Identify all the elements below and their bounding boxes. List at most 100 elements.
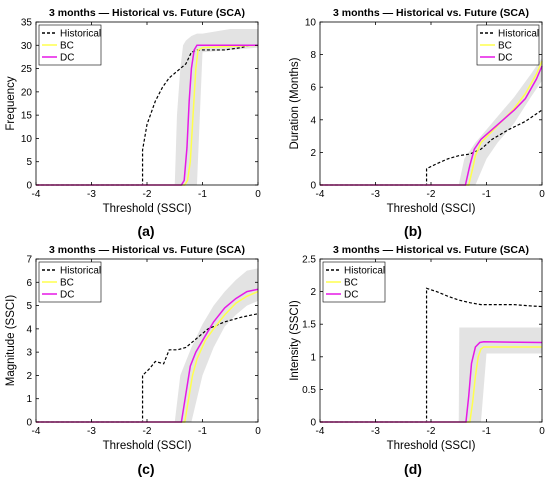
y-tick-label: 0 [310, 418, 316, 429]
x-tick-label: -4 [32, 189, 41, 200]
chart-title: 3 months — Historical vs. Future (SCA) [49, 244, 245, 256]
y-tick-label: 2 [310, 287, 316, 298]
x-tick-label: -1 [198, 189, 207, 200]
legend-label-historical: Historical [344, 266, 385, 277]
y-tick-label: 1 [310, 352, 316, 363]
uncertainty-band [174, 28, 258, 185]
panel-b: -4 -3 -2 -1 0 0 2 4 6 8 10 3 months — Historical vs… [289, 7, 545, 215]
x-tick-label: -4 [316, 189, 325, 200]
x-axis-label: Threshold (SSCI) [387, 203, 476, 215]
x-tick-label: -2 [143, 426, 152, 437]
panel-label-a: (a) [137, 223, 154, 239]
y-tick-label: 8 [310, 50, 316, 61]
series-line-dc [320, 65, 543, 186]
panel-label-b: (b) [404, 223, 422, 239]
series-line-historical [36, 313, 259, 423]
series-line-bc [320, 60, 543, 186]
y-tick-label: 30 [21, 41, 33, 52]
x-tick-label: 0 [255, 426, 261, 437]
chart-title: 3 months — Historical vs. Future (SCA) [333, 244, 529, 256]
y-tick-label: 5 [26, 157, 32, 168]
chart-title: 3 months — Historical vs. Future (SCA) [49, 7, 245, 19]
panel-label-d: (d) [404, 461, 422, 477]
series-line-dc [36, 288, 259, 423]
y-tick-label: 4 [26, 324, 32, 335]
series-line-dc [320, 341, 543, 423]
legend-label-dc: DC [60, 290, 74, 301]
x-tick-label: -3 [87, 426, 96, 437]
series-line-bc [320, 346, 542, 423]
uncertainty-band [174, 268, 258, 422]
y-tick-label: 20 [21, 87, 33, 98]
y-tick-label: 6 [310, 83, 316, 94]
x-axis-label: Threshold (SSCI) [387, 440, 476, 452]
x-tick-label: -4 [316, 426, 325, 437]
y-axis-label: Frequency [5, 76, 17, 131]
series-line-dc [36, 44, 258, 186]
x-tick-label: -2 [143, 189, 152, 200]
y-tick-label: 15 [21, 111, 33, 122]
y-tick-label: 0 [26, 418, 32, 429]
x-tick-label: -1 [482, 426, 491, 437]
legend-label-dc: DC [344, 290, 358, 301]
x-tick-label: 0 [539, 426, 545, 437]
y-tick-label: 6 [26, 278, 32, 289]
y-tick-label: 0 [310, 181, 316, 192]
y-tick-label: 5 [26, 301, 32, 312]
legend-label-bc: BC [60, 278, 74, 289]
x-axis-label: Threshold (SSCI) [103, 203, 192, 215]
y-tick-label: 4 [310, 115, 316, 126]
x-tick-label: 0 [255, 189, 261, 200]
y-tick-label: 7 [26, 255, 32, 266]
x-tick-label: -4 [32, 426, 41, 437]
y-tick-label: 2.5 [302, 255, 316, 266]
series-line-historical [320, 109, 543, 186]
y-tick-label: 0 [26, 181, 32, 192]
x-tick-label: -3 [87, 189, 96, 200]
y-axis-label: Intensity (SSCI) [289, 300, 301, 381]
legend-label-bc: BC [498, 41, 512, 52]
chart-title: 3 months — Historical vs. Future (SCA) [333, 7, 529, 19]
panel-d: -4 -3 -2 -1 0 0 0.5 1 1.5 2 2.5 3 months — Historic… [289, 244, 545, 452]
series-line-bc [36, 44, 259, 186]
x-axis-label: Threshold (SSCI) [103, 440, 192, 452]
y-tick-label: 10 [305, 18, 317, 29]
legend-label-historical: Historical [498, 29, 539, 40]
legend-label-dc: DC [498, 53, 512, 64]
panel-a: -4 -3 -2 -1 0 0 5 10 15 20 25 30 35 3 months — Histor… [5, 7, 261, 215]
x-tick-label: -2 [427, 426, 436, 437]
x-tick-label: -2 [427, 189, 436, 200]
y-tick-label: 0.5 [302, 385, 316, 396]
y-tick-label: 2 [26, 371, 32, 382]
series-line-historical [36, 44, 258, 186]
y-tick-label: 35 [21, 18, 33, 29]
x-tick-label: -1 [482, 189, 491, 200]
legend-label-bc: BC [60, 41, 74, 52]
series-line-bc [36, 290, 259, 423]
x-tick-label: -1 [198, 426, 207, 437]
series-line-historical [320, 287, 543, 423]
legend-label-historical: Historical [60, 29, 101, 40]
legend-label-historical: Historical [60, 266, 101, 277]
x-tick-label: -3 [371, 426, 380, 437]
y-tick-label: 1 [26, 394, 32, 405]
x-tick-label: 0 [539, 189, 545, 200]
y-tick-label: 25 [21, 64, 33, 75]
y-axis-label: Duration (Months) [289, 57, 301, 149]
panel-label-c: (c) [137, 461, 154, 477]
y-tick-label: 10 [21, 134, 33, 145]
y-tick-label: 2 [310, 148, 316, 159]
legend-label-dc: DC [60, 53, 74, 64]
y-tick-label: 1.5 [302, 320, 316, 331]
legend-box [38, 24, 102, 66]
legend-label-bc: BC [344, 278, 358, 289]
y-tick-label: 3 [26, 348, 32, 359]
panel-c: -4 -3 -2 -1 0 0 1 2 3 4 5 6 7 3 months — Historical v… [5, 244, 261, 452]
x-tick-label: -3 [371, 189, 380, 200]
y-axis-label: Magnitude (SSCI) [5, 295, 17, 387]
